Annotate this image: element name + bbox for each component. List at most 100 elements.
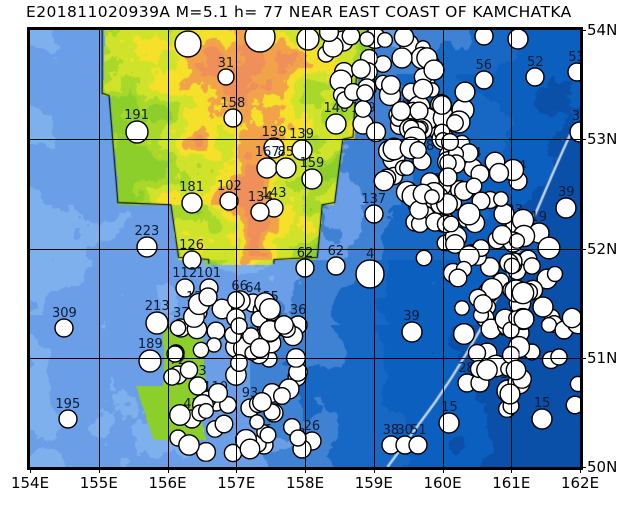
focal-mechanism-beachball[interactable] xyxy=(250,201,270,226)
focal-mechanism-beachball[interactable] xyxy=(356,83,375,106)
focal-mechanism-beachball[interactable] xyxy=(285,347,307,372)
focal-mechanism-beachball[interactable] xyxy=(509,232,526,253)
focal-mechanism-beachball[interactable] xyxy=(229,354,248,377)
focal-mechanism-beachball[interactable] xyxy=(440,132,459,155)
focal-mechanism-beachball[interactable] xyxy=(390,47,413,73)
focal-mechanism-beachball[interactable] xyxy=(408,141,427,163)
focal-mechanism-beachball[interactable] xyxy=(188,376,209,400)
focal-mechanism-beachball[interactable] xyxy=(227,291,245,313)
focal-mechanism-beachball[interactable] xyxy=(168,404,191,430)
focal-mechanism-beachball[interactable] xyxy=(473,294,493,318)
focal-mechanism-beachball[interactable] xyxy=(178,434,200,460)
focal-mechanism-beachball[interactable] xyxy=(565,395,580,419)
focal-mechanism-beachball[interactable] xyxy=(248,414,265,434)
focal-mechanism-beachball[interactable] xyxy=(475,359,498,385)
focal-mechanism-beachball[interactable] xyxy=(239,438,261,465)
focal-mechanism-beachball[interactable] xyxy=(163,368,181,390)
focal-mechanism-beachball[interactable] xyxy=(288,362,309,386)
focal-mechanism-beachball[interactable] xyxy=(400,321,423,347)
focal-mechanism-beachball[interactable] xyxy=(499,383,522,409)
focal-mechanism-beachball[interactable] xyxy=(54,318,75,342)
focal-mechanism-beachball[interactable] xyxy=(136,235,158,262)
focal-mechanism-beachball[interactable] xyxy=(145,311,169,339)
focal-mechanism-beachball[interactable] xyxy=(493,203,515,229)
focal-mechanism-beachball[interactable] xyxy=(505,359,526,384)
focal-mechanism-beachball[interactable] xyxy=(569,121,580,147)
focal-mechanism-beachball[interactable] xyxy=(474,30,494,50)
focal-mechanism-beachball[interactable] xyxy=(341,30,361,50)
focal-mechanism-beachball[interactable] xyxy=(169,319,187,340)
focal-mechanism-beachball[interactable] xyxy=(393,30,414,51)
focal-mechanism-beachball[interactable] xyxy=(438,412,461,438)
focal-mechanism-beachball[interactable] xyxy=(259,426,278,448)
focal-mechanism-beachball[interactable] xyxy=(296,30,321,55)
focal-mechanism-beachball[interactable] xyxy=(198,287,218,311)
focal-mechanism-beachball[interactable] xyxy=(377,31,394,52)
focal-mechanism-beachball[interactable] xyxy=(465,177,483,199)
focal-mechanism-beachball[interactable] xyxy=(223,107,243,132)
focal-mechanism-beachball[interactable] xyxy=(550,347,568,370)
focal-mechanism-beachball[interactable] xyxy=(318,30,339,47)
focal-mechanism-beachball[interactable] xyxy=(381,74,402,99)
focal-mechanism-beachball[interactable] xyxy=(474,70,494,94)
focal-mechanism-beachball[interactable] xyxy=(206,321,227,345)
focal-mechanism-beachball[interactable] xyxy=(230,317,248,339)
focal-mechanism-beachball[interactable] xyxy=(275,157,297,183)
focal-mechanism-beachball[interactable] xyxy=(480,318,502,345)
focal-mechanism-beachball[interactable] xyxy=(290,139,313,165)
focal-mechanism-beachball[interactable] xyxy=(214,414,234,438)
focal-mechanism-beachball[interactable] xyxy=(274,314,295,338)
focal-mechanism-beachball[interactable] xyxy=(531,296,554,322)
focal-mechanism-beachball[interactable] xyxy=(355,259,385,293)
focal-mechanism-beachball[interactable] xyxy=(493,191,509,211)
focal-mechanism-beachball[interactable] xyxy=(408,435,429,459)
focal-mechanism-beachball[interactable] xyxy=(138,349,162,377)
focal-mechanism-beachball[interactable] xyxy=(244,30,276,57)
focal-mechanism-beachball[interactable] xyxy=(259,297,282,325)
focal-mechanism-beachball[interactable] xyxy=(555,197,577,223)
focal-mechanism-beachball[interactable] xyxy=(424,188,440,208)
focal-mechanism-beachball[interactable] xyxy=(566,62,580,86)
focal-mechanism-beachball[interactable] xyxy=(513,308,535,335)
focal-mechanism-beachball[interactable] xyxy=(181,249,202,274)
focal-mechanism-beachball[interactable] xyxy=(457,202,481,230)
focal-mechanism-beachball[interactable] xyxy=(301,168,323,194)
focal-mechanism-beachball[interactable] xyxy=(431,94,452,118)
focal-mechanism-beachball[interactable] xyxy=(454,81,476,107)
focal-mechanism-beachball[interactable] xyxy=(423,59,445,85)
focal-mechanism-beachball[interactable] xyxy=(58,409,78,433)
focal-mechanism-beachball[interactable] xyxy=(219,190,240,215)
focal-mechanism-beachball[interactable] xyxy=(511,281,535,308)
focal-mechanism-beachball[interactable] xyxy=(391,100,412,125)
focal-mechanism-beachball[interactable] xyxy=(174,30,202,62)
focal-mechanism-beachball[interactable] xyxy=(537,236,561,264)
focal-mechanism-beachball[interactable] xyxy=(252,391,273,416)
focal-mechanism-beachball[interactable] xyxy=(448,268,468,292)
focal-mechanism-beachball[interactable] xyxy=(180,360,199,383)
focal-mechanism-beachball[interactable] xyxy=(561,308,580,333)
focal-mechanism-beachball[interactable] xyxy=(439,154,457,176)
focal-mechanism-beachball[interactable] xyxy=(412,78,434,103)
focal-mechanism-beachball[interactable] xyxy=(398,159,415,180)
focal-mechanism-beachball[interactable] xyxy=(373,170,395,195)
focal-mechanism-beachball[interactable] xyxy=(454,300,471,320)
focal-mechanism-beachball[interactable] xyxy=(272,387,291,410)
focal-mechanism-beachball[interactable] xyxy=(452,323,476,350)
focal-mechanism-beachball[interactable] xyxy=(249,337,270,362)
focal-mechanism-beachball[interactable] xyxy=(175,278,195,302)
focal-mechanism-beachball[interactable] xyxy=(569,375,580,396)
focal-mechanism-beachball[interactable] xyxy=(525,67,545,91)
focal-mechanism-beachball[interactable] xyxy=(546,266,563,287)
focal-mechanism-beachball[interactable] xyxy=(522,257,541,279)
focal-mechanism-beachball[interactable] xyxy=(124,120,149,148)
focal-mechanism-beachball[interactable] xyxy=(507,30,529,54)
focal-mechanism-beachball[interactable] xyxy=(325,113,347,139)
focal-mechanism-beachball[interactable] xyxy=(446,113,465,136)
focal-mechanism-beachball[interactable] xyxy=(197,402,215,423)
focal-mechanism-beachball[interactable] xyxy=(326,256,346,280)
focal-mechanism-beachball[interactable] xyxy=(208,382,229,407)
focal-mechanism-beachball[interactable] xyxy=(263,137,285,163)
focal-mechanism-beachball[interactable] xyxy=(351,59,371,83)
focal-mechanism-beachball[interactable] xyxy=(531,408,553,434)
focal-mechanism-beachball[interactable] xyxy=(180,192,203,218)
